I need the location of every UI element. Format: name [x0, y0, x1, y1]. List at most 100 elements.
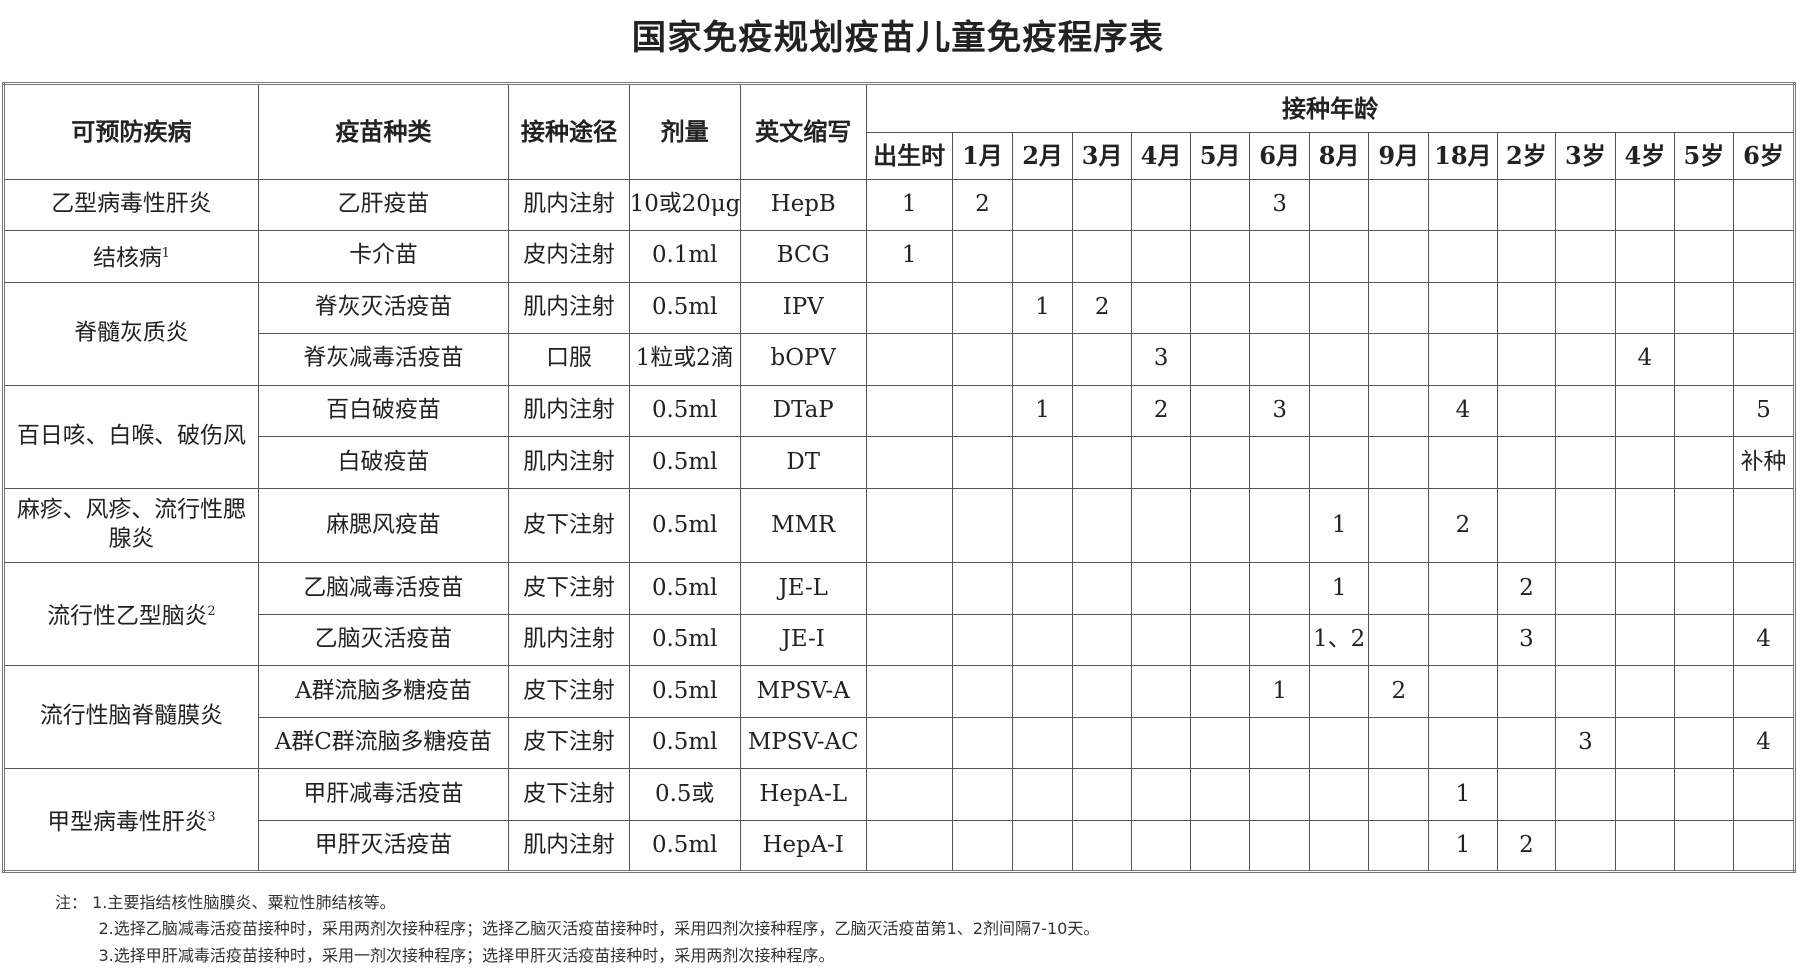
table-row: 乙型病毒性肝炎 乙肝疫苗 肌内注射 10或20μg HepB 1 2 3: [3, 178, 1796, 232]
header-age: 9月: [1368, 131, 1429, 180]
dose-schedule-cell: [1428, 178, 1498, 232]
dose-schedule-cell: [1368, 716, 1429, 770]
header-age: 出生时: [865, 131, 953, 180]
dose-schedule-cell: [1071, 819, 1133, 873]
dose-schedule-cell: [1071, 436, 1133, 489]
dose-schedule-cell: 2: [1496, 562, 1557, 615]
dose-schedule-cell: [1071, 562, 1133, 615]
dose-schedule-cell: [1189, 230, 1251, 283]
route-cell: 皮内注射: [508, 230, 630, 283]
route-cell: 肌内注射: [508, 178, 630, 232]
dose-schedule-cell: [1555, 665, 1616, 718]
abbr-cell: HepA-L: [739, 768, 867, 821]
dose-schedule-cell: [865, 768, 953, 821]
dose-schedule-cell: [1368, 281, 1429, 335]
dose-schedule-cell: [865, 562, 953, 615]
dose-schedule-cell: [1674, 178, 1734, 232]
dose-schedule-cell: 1: [865, 230, 953, 283]
dose-schedule-cell: [1555, 768, 1616, 821]
header-age: 5岁: [1674, 131, 1734, 180]
dose-schedule-cell: [1674, 384, 1734, 438]
disease-name: 结核病: [93, 245, 162, 272]
dose-schedule-cell: [1071, 487, 1133, 564]
dose-schedule-cell: [1308, 384, 1370, 438]
dose-schedule-cell: 2: [1496, 819, 1557, 873]
dose-schedule-cell: [1308, 281, 1370, 335]
route-cell: 皮下注射: [508, 487, 630, 564]
header-age: 5月: [1189, 131, 1251, 180]
dose-schedule-cell: [1189, 819, 1251, 873]
dose-schedule-cell: [1131, 716, 1191, 770]
table-row: 甲型病毒性肝炎3 甲肝减毒活疫苗 皮下注射 0.5或 HepA-L 1: [3, 768, 1796, 873]
abbr-cell: JE-L: [739, 562, 867, 615]
dose-schedule-cell: 1: [1308, 562, 1370, 615]
dose-schedule-cell: [1496, 384, 1557, 438]
dose-schedule-cell: [1012, 230, 1073, 283]
dose-schedule-cell: [1131, 768, 1191, 821]
table-row: 麻疹、风疹、流行性腮腺炎 麻腮风疫苗 皮下注射 0.5ml MMR 1 2: [3, 487, 1796, 564]
dose-cell: 0.5ml: [628, 819, 741, 873]
route-cell: 肌内注射: [508, 436, 630, 489]
dose-schedule-cell: 1: [1428, 819, 1498, 873]
dose-schedule-cell: [951, 230, 1014, 283]
dose-schedule-cell: 1: [865, 178, 953, 232]
vaccine-cell: 乙肝疫苗: [257, 178, 510, 232]
dose-schedule-cell: [1428, 665, 1498, 718]
dose-schedule-cell: [1674, 333, 1734, 386]
dose-schedule-cell: [1614, 716, 1676, 770]
dose-schedule-cell: [1249, 562, 1310, 615]
dose-schedule-cell: [1308, 436, 1370, 489]
header-dose: 剂量: [628, 83, 741, 180]
dose-schedule-cell: [865, 665, 953, 718]
dose-schedule-cell: [1249, 436, 1310, 489]
dose-schedule-cell: [1012, 768, 1073, 821]
dose-schedule-cell: [1428, 436, 1498, 489]
dose-schedule-cell: [865, 819, 953, 873]
dose-schedule-cell: [1674, 665, 1734, 718]
dose-schedule-cell: [951, 333, 1014, 386]
dose-schedule-cell: [1674, 613, 1734, 667]
route-cell: 皮下注射: [508, 665, 630, 718]
dose-schedule-cell: [1614, 178, 1676, 232]
dose-schedule-cell: [1071, 665, 1133, 718]
dose-schedule-cell: [951, 665, 1014, 718]
dose-schedule-cell: [1555, 819, 1616, 873]
dose-schedule-cell: [1674, 768, 1734, 821]
table-row: 脊髓灰质炎 脊灰灭活疫苗 肌内注射 0.5ml IPV 1 2: [3, 281, 1796, 386]
immunization-schedule-table: 可预防疾病 疫苗种类 接种途径 剂量 英文缩写 接种年龄 出生时 1月 2月 3月 4月…: [2, 82, 1796, 874]
dose-schedule-cell: [951, 281, 1014, 335]
dose-schedule-cell: [1189, 613, 1251, 667]
dose-schedule-cell: [1012, 436, 1073, 489]
table-row: 白破疫苗 肌内注射 0.5ml DT 补种: [4, 436, 1796, 489]
route-cell: 肌内注射: [508, 819, 630, 873]
dose-schedule-cell: 2: [1131, 384, 1191, 438]
dose-schedule-cell: [1428, 716, 1498, 770]
notes-label: 注：: [54, 892, 87, 912]
disease-cell: 流行性乙型脑炎2: [3, 562, 259, 667]
abbr-cell: DT: [739, 436, 867, 489]
dose-schedule-cell: 1: [1308, 487, 1370, 564]
vaccine-cell: 甲肝灭活疫苗: [257, 819, 510, 873]
dose-schedule-cell: [1249, 333, 1310, 386]
dose-schedule-cell: [1496, 333, 1557, 386]
dose-schedule-cell: 4: [1614, 333, 1676, 386]
dose-schedule-cell: 1: [1012, 384, 1073, 438]
dose-schedule-cell: [1308, 768, 1370, 821]
dose-schedule-cell: [1496, 230, 1557, 283]
dose-schedule-cell: [1496, 436, 1557, 489]
dose-schedule-cell: [865, 487, 953, 564]
vaccine-cell: 麻腮风疫苗: [257, 487, 510, 564]
route-cell: 肌内注射: [508, 281, 630, 335]
dose-schedule-cell: [1555, 487, 1616, 564]
dose-schedule-cell: [1614, 487, 1676, 564]
header-disease: 可预防疾病: [3, 83, 259, 180]
dose-schedule-cell: [1131, 562, 1191, 615]
dose-schedule-cell: [1012, 665, 1073, 718]
dose-schedule-cell: [1732, 562, 1796, 615]
footnote-mark: 3: [207, 808, 216, 824]
dose-schedule-cell: [1189, 665, 1251, 718]
route-cell: 肌内注射: [508, 613, 630, 667]
dose-schedule-cell: [1368, 436, 1429, 489]
disease-name: 乙型病毒性肝炎: [51, 190, 212, 217]
vaccine-cell: A群流脑多糖疫苗: [257, 665, 510, 718]
